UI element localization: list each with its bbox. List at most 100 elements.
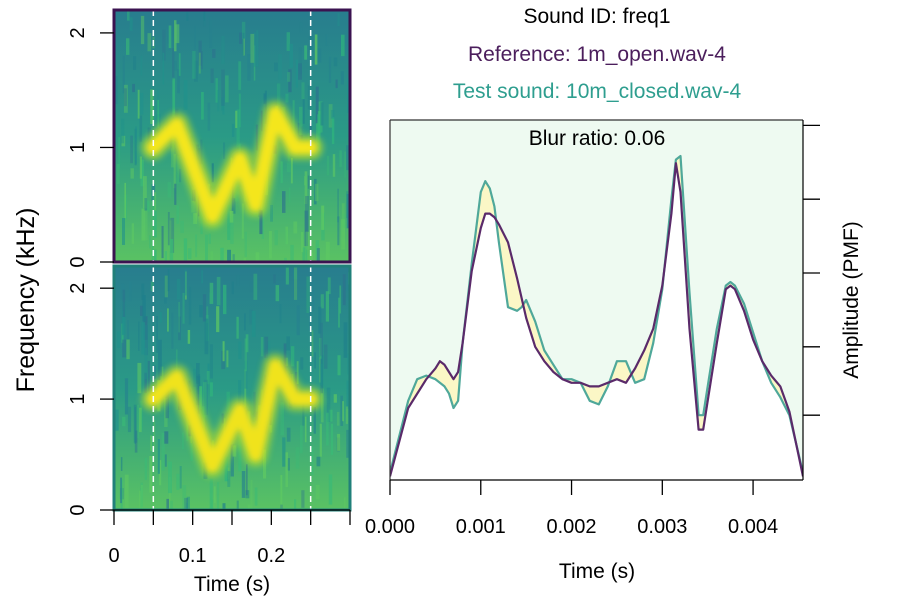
noise-streak <box>187 330 191 344</box>
noise-streak <box>131 223 135 244</box>
noise-streak <box>186 496 190 510</box>
noise-streak <box>138 407 142 433</box>
noise-streak <box>226 391 230 413</box>
noise-streak <box>290 244 294 260</box>
noise-streak <box>243 258 246 262</box>
noise-streak <box>294 267 298 300</box>
noise-streak <box>153 419 156 449</box>
noise-streak <box>242 38 245 56</box>
noise-streak <box>326 387 331 422</box>
noise-streak <box>193 213 198 224</box>
noise-streak <box>178 53 181 76</box>
noise-streak <box>162 29 166 61</box>
noise-streak <box>241 21 246 40</box>
noise-streak <box>166 498 169 510</box>
noise-streak <box>140 15 145 45</box>
noise-streak <box>178 316 181 341</box>
noise-streak <box>273 274 276 284</box>
noise-streak <box>246 464 248 496</box>
noise-streak <box>134 430 138 453</box>
noise-streak <box>211 163 214 183</box>
noise-streak <box>282 437 286 467</box>
noise-streak <box>229 211 234 223</box>
noise-streak <box>151 239 154 262</box>
noise-streak <box>174 20 177 52</box>
noise-streak <box>293 221 298 234</box>
noise-streak <box>342 401 344 422</box>
noise-streak <box>174 183 177 205</box>
noise-streak <box>275 285 280 302</box>
sound-id-title: Sound ID: freq1 <box>523 5 670 28</box>
noise-streak <box>167 182 171 198</box>
noise-streak <box>287 458 290 471</box>
noise-streak <box>176 278 181 300</box>
noise-streak <box>196 363 200 384</box>
noise-streak <box>187 248 192 259</box>
reference-title: Reference: 1m_open.wav-4 <box>468 43 726 66</box>
y-tick-label: 0 <box>67 256 89 267</box>
noise-streak <box>302 99 305 124</box>
noise-streak <box>320 388 324 423</box>
noise-streak <box>209 282 214 304</box>
noise-streak <box>314 352 316 369</box>
noise-streak <box>221 69 225 106</box>
noise-streak <box>344 278 349 291</box>
noise-streak <box>320 364 323 386</box>
noise-streak <box>286 427 291 442</box>
noise-streak <box>321 205 325 230</box>
noise-streak <box>168 25 172 49</box>
noise-streak <box>158 339 162 377</box>
noise-streak <box>280 504 283 510</box>
noise-streak <box>249 309 253 325</box>
noise-streak <box>302 247 306 262</box>
noise-streak <box>176 205 179 224</box>
noise-streak <box>317 114 321 151</box>
noise-streak <box>198 52 201 74</box>
noise-streak <box>169 239 174 262</box>
noise-streak <box>330 110 335 119</box>
noise-streak <box>127 406 132 433</box>
noise-streak <box>337 433 341 451</box>
noise-streak <box>289 43 293 68</box>
noise-streak <box>227 467 230 480</box>
noise-streak <box>199 305 203 318</box>
noise-streak <box>267 340 271 368</box>
noise-streak <box>150 89 154 124</box>
noise-streak <box>320 102 324 126</box>
noise-streak <box>341 218 345 250</box>
noise-streak <box>315 484 320 500</box>
noise-streak <box>212 49 216 58</box>
noise-streak <box>184 269 187 296</box>
noise-streak <box>325 33 328 46</box>
noise-streak <box>337 188 339 223</box>
noise-streak <box>343 322 348 358</box>
noise-streak <box>347 78 350 113</box>
noise-streak <box>286 32 290 51</box>
noise-streak <box>164 251 167 262</box>
noise-streak <box>139 115 143 142</box>
noise-streak <box>244 231 247 257</box>
noise-streak <box>236 275 240 287</box>
noise-streak <box>122 302 126 335</box>
noise-streak <box>293 269 298 280</box>
noise-streak <box>140 55 143 76</box>
noise-streak <box>159 311 162 323</box>
noise-streak <box>140 482 143 507</box>
noise-streak <box>138 321 140 351</box>
noise-streak <box>286 162 291 173</box>
noise-streak <box>197 374 201 394</box>
noise-streak <box>346 193 349 229</box>
noise-streak <box>227 204 231 240</box>
noise-streak <box>315 86 319 124</box>
noise-streak <box>292 100 295 135</box>
noise-streak <box>222 503 226 510</box>
noise-streak <box>341 203 345 229</box>
noise-streak <box>115 76 118 105</box>
noise-streak <box>149 456 153 493</box>
noise-streak <box>118 137 121 169</box>
noise-streak <box>306 276 310 313</box>
noise-streak <box>336 411 340 426</box>
noise-streak <box>167 212 170 246</box>
noise-streak <box>339 150 342 167</box>
noise-streak <box>288 187 291 203</box>
